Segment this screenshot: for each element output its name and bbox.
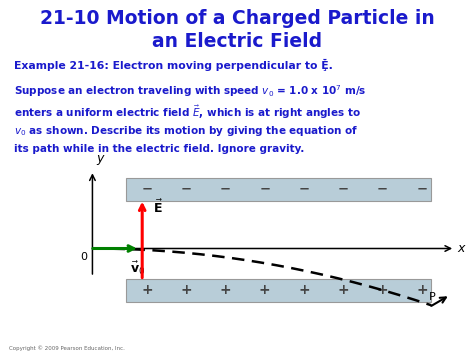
Text: $\vec{\mathbf{v}}_0$: $\vec{\mathbf{v}}_0$ (130, 259, 145, 277)
Text: −: − (377, 182, 388, 196)
Text: +: + (181, 283, 192, 297)
Text: +: + (337, 283, 349, 297)
Text: Copyright © 2009 Pearson Education, Inc.: Copyright © 2009 Pearson Education, Inc. (9, 345, 125, 351)
Text: +: + (141, 283, 153, 297)
Text: −: − (181, 182, 192, 196)
Text: −: − (220, 182, 231, 196)
Bar (126, 178, 431, 201)
Text: +: + (298, 283, 310, 297)
Text: $v_0$ as shown. Describe its motion by giving the equation of: $v_0$ as shown. Describe its motion by g… (14, 124, 358, 138)
Text: enters a uniform electric field $\vec{E}$, which is at right angles to: enters a uniform electric field $\vec{E}… (14, 104, 361, 121)
Text: 21-10 Motion of a Charged Particle in
an Electric Field: 21-10 Motion of a Charged Particle in an… (40, 9, 434, 51)
Text: −: − (416, 182, 428, 196)
Text: $x$: $x$ (457, 242, 467, 255)
Text: −: − (259, 182, 270, 196)
Text: P: P (429, 292, 436, 302)
Text: +: + (219, 283, 231, 297)
Text: +: + (259, 283, 271, 297)
Text: +: + (416, 283, 428, 297)
Text: −: − (141, 182, 153, 196)
Text: its path while in the electric field. Ignore gravity.: its path while in the electric field. Ig… (14, 144, 305, 154)
Text: −: − (338, 182, 349, 196)
Text: +: + (377, 283, 388, 297)
Text: Suppose an electron traveling with speed $v_0$ = 1.0 x 10$^7$ m/s: Suppose an electron traveling with speed… (14, 83, 367, 99)
Text: −: − (299, 182, 310, 196)
Text: 0: 0 (81, 252, 87, 262)
Bar (126, 279, 431, 302)
Text: $\vec{\mathbf{E}}$: $\vec{\mathbf{E}}$ (153, 199, 162, 216)
Text: Example 21-16: Electron moving perpendicular to Ḝ.: Example 21-16: Electron moving perpendic… (14, 59, 333, 71)
Text: $y$: $y$ (96, 153, 106, 167)
